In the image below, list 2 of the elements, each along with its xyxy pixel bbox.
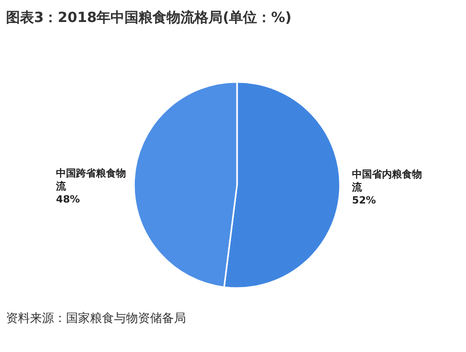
title: 图表3：2018年中国粮食物流格局(单位：%) (6, 10, 292, 26)
annotation: 资料来源：国家粮食与物资储备局 (6, 311, 186, 325)
